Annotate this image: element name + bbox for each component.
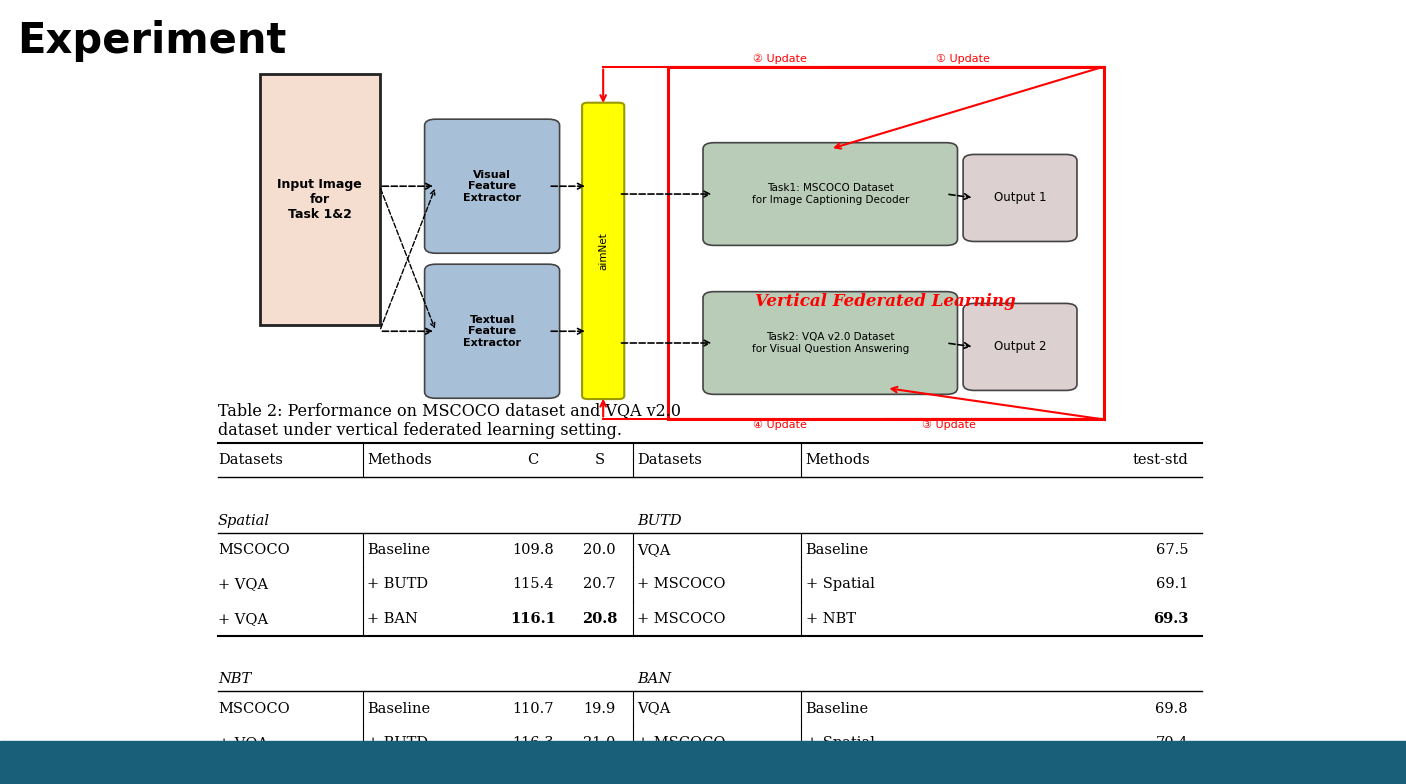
- Text: VQA: VQA: [637, 543, 671, 557]
- Bar: [260, 74, 380, 325]
- Text: Vertical Federated Learning: Vertical Federated Learning: [755, 293, 1017, 310]
- Text: + MSCOCO: + MSCOCO: [637, 771, 725, 784]
- Text: aimNet: aimNet: [598, 232, 609, 270]
- Text: NBT: NBT: [218, 672, 252, 686]
- Text: MSCOCO: MSCOCO: [218, 702, 290, 716]
- Text: 70.6: 70.6: [1153, 771, 1188, 784]
- Text: C: C: [527, 453, 538, 467]
- Text: Baseline: Baseline: [806, 543, 869, 557]
- Text: VQA: VQA: [637, 702, 671, 716]
- FancyBboxPatch shape: [425, 119, 560, 253]
- Text: + BAN: + BAN: [367, 612, 418, 626]
- Text: 20.8: 20.8: [582, 612, 617, 626]
- Text: + Spatial: + Spatial: [806, 577, 875, 591]
- Text: 21.2: 21.2: [582, 771, 617, 784]
- Text: Task2: VQA v2.0 Dataset
for Visual Question Answering: Task2: VQA v2.0 Dataset for Visual Quest…: [752, 332, 908, 354]
- Text: Baseline: Baseline: [806, 702, 869, 716]
- Text: 110.7: 110.7: [512, 702, 554, 716]
- Text: Output 2: Output 2: [994, 340, 1046, 354]
- Bar: [0, 741, 1406, 784]
- Bar: [668, 67, 1104, 419]
- FancyBboxPatch shape: [582, 103, 624, 399]
- Text: 116.3: 116.3: [512, 736, 554, 750]
- Text: ① Update: ① Update: [936, 54, 990, 64]
- Text: Datasets: Datasets: [218, 453, 283, 467]
- Text: 115.4: 115.4: [512, 577, 554, 591]
- Text: + NBT: + NBT: [806, 771, 856, 784]
- Text: + Spatial: + Spatial: [806, 736, 875, 750]
- Text: Task1: MSCOCO Dataset
for Image Captioning Decoder: Task1: MSCOCO Dataset for Image Captioni…: [752, 183, 908, 205]
- Text: Datasets: Datasets: [637, 453, 702, 467]
- Text: 69.1: 69.1: [1156, 577, 1188, 591]
- Text: + BUTD: + BUTD: [367, 577, 427, 591]
- Text: Input Image
for
Task 1&2: Input Image for Task 1&2: [277, 179, 363, 221]
- Text: 70.4: 70.4: [1156, 736, 1188, 750]
- Text: 67.5: 67.5: [1156, 543, 1188, 557]
- Text: ② Update: ② Update: [754, 53, 807, 64]
- Text: 20.0: 20.0: [583, 543, 616, 557]
- Text: + VQA: + VQA: [218, 771, 269, 784]
- Text: 21.0: 21.0: [583, 736, 616, 750]
- FancyBboxPatch shape: [703, 143, 957, 245]
- Text: Visual
Feature
Extractor: Visual Feature Extractor: [463, 169, 522, 203]
- Text: + VQA: + VQA: [218, 577, 269, 591]
- Text: 109.8: 109.8: [512, 543, 554, 557]
- Text: 116.1: 116.1: [510, 612, 555, 626]
- Text: Experiment: Experiment: [17, 20, 287, 62]
- FancyBboxPatch shape: [963, 303, 1077, 390]
- Text: Output 1: Output 1: [994, 191, 1046, 205]
- Text: Baseline: Baseline: [367, 702, 430, 716]
- Text: ④ Update: ④ Update: [754, 420, 807, 430]
- Text: 117.5: 117.5: [510, 771, 555, 784]
- Text: Methods: Methods: [806, 453, 870, 467]
- Text: + VQA: + VQA: [218, 736, 269, 750]
- Text: + BUTD: + BUTD: [367, 736, 427, 750]
- Text: Spatial: Spatial: [218, 514, 270, 528]
- Text: MSCOCO: MSCOCO: [218, 543, 290, 557]
- Text: + MSCOCO: + MSCOCO: [637, 736, 725, 750]
- Text: 69.3: 69.3: [1153, 612, 1188, 626]
- Text: BAN: BAN: [637, 672, 671, 686]
- Text: + MSCOCO: + MSCOCO: [637, 577, 725, 591]
- Text: Methods: Methods: [367, 453, 432, 467]
- Text: test-std: test-std: [1132, 453, 1188, 467]
- Text: Baseline: Baseline: [367, 543, 430, 557]
- Text: 69.8: 69.8: [1156, 702, 1188, 716]
- Text: BUTD: BUTD: [637, 514, 682, 528]
- Text: 19.9: 19.9: [583, 702, 616, 716]
- Text: Textual
Feature
Extractor: Textual Feature Extractor: [463, 314, 522, 348]
- Text: S: S: [595, 453, 605, 467]
- Text: 20.7: 20.7: [583, 577, 616, 591]
- FancyBboxPatch shape: [425, 264, 560, 398]
- Text: ③ Update: ③ Update: [922, 419, 976, 430]
- FancyBboxPatch shape: [703, 292, 957, 394]
- FancyBboxPatch shape: [963, 154, 1077, 241]
- Text: Table 2: Performance on MSCOCO dataset and VQA v2.0
dataset under vertical feder: Table 2: Performance on MSCOCO dataset a…: [218, 402, 681, 439]
- Text: + NBT: + NBT: [806, 612, 856, 626]
- Text: + BAN: + BAN: [367, 771, 418, 784]
- Text: + MSCOCO: + MSCOCO: [637, 612, 725, 626]
- Text: + VQA: + VQA: [218, 612, 269, 626]
